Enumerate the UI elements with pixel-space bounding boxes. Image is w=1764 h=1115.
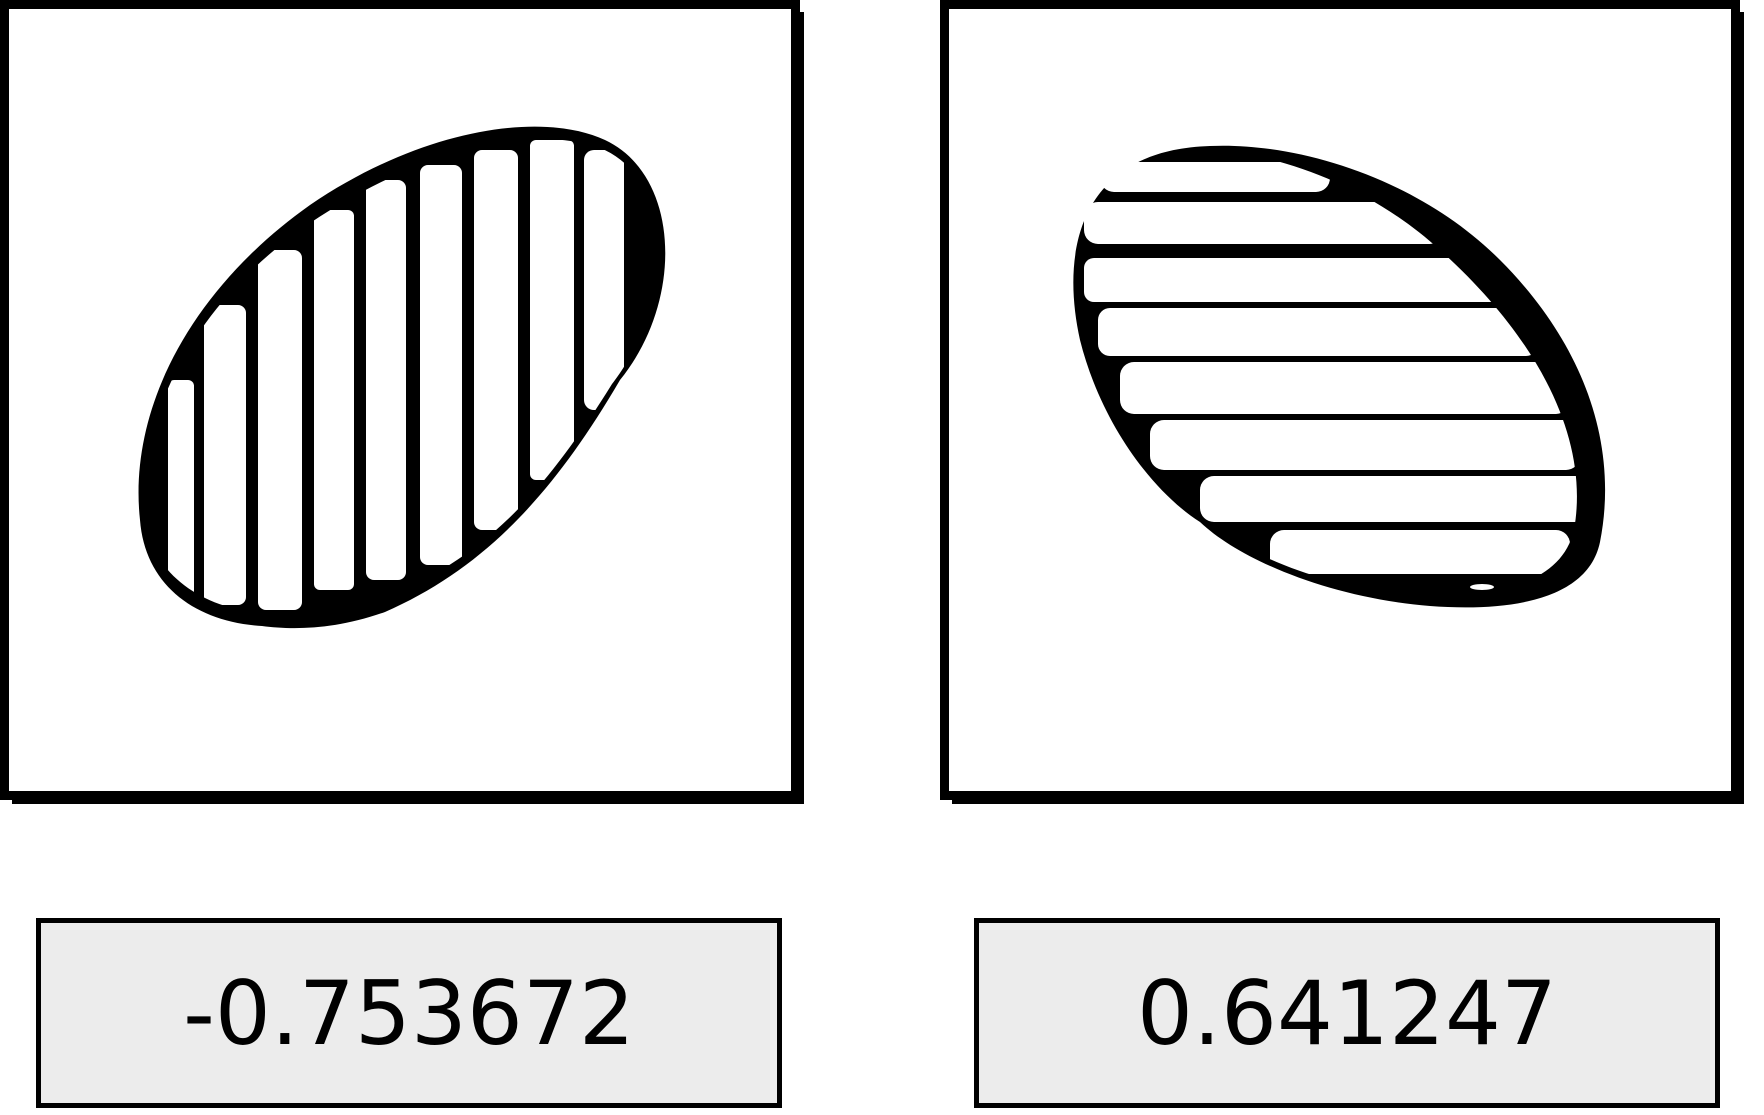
right-value-text: 0.641247 xyxy=(1137,961,1557,1065)
left-image-panel xyxy=(0,0,804,804)
left-value-text: -0.753672 xyxy=(183,961,635,1065)
horizontal-striped-oval-icon xyxy=(1073,145,1606,608)
right-image-panel xyxy=(940,0,1744,804)
left-value-box: -0.753672 xyxy=(36,918,782,1108)
vertical-striped-oval-icon xyxy=(138,126,666,629)
right-value-box: 0.641247 xyxy=(974,918,1720,1108)
